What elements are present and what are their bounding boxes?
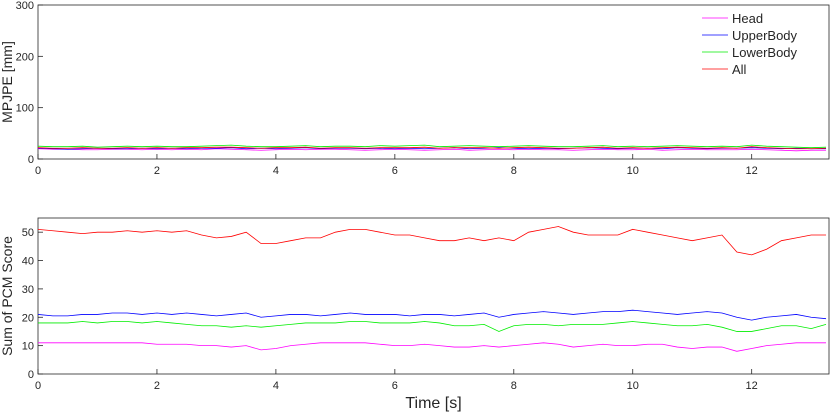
x-tick-label: 12 bbox=[746, 380, 758, 392]
y-tick-label: 200 bbox=[16, 51, 34, 63]
x-tick-label: 2 bbox=[154, 165, 160, 177]
y-axis-label: MPJPE [mm] bbox=[0, 41, 15, 123]
y-tick-label: 300 bbox=[16, 0, 34, 12]
x-tick-label: 0 bbox=[35, 165, 41, 177]
series-line bbox=[38, 321, 827, 332]
axes-box bbox=[37, 4, 830, 160]
x-tick-label: 6 bbox=[392, 380, 398, 392]
series-line bbox=[37, 148, 827, 152]
axes-box bbox=[37, 217, 830, 375]
x-tick-label: 12 bbox=[746, 165, 758, 177]
x-tick-label: 8 bbox=[511, 165, 517, 177]
x-tick-label: 4 bbox=[273, 380, 279, 392]
x-tick-label: 10 bbox=[627, 165, 639, 177]
y-tick-label: 30 bbox=[22, 284, 34, 296]
y-tick-label: 20 bbox=[22, 312, 34, 324]
series-line bbox=[37, 309, 827, 321]
x-tick-label: 4 bbox=[273, 165, 279, 177]
series-line bbox=[37, 144, 827, 149]
x-axis-label: Time [s] bbox=[405, 395, 461, 412]
x-tick-label: 6 bbox=[392, 165, 398, 177]
legend-label: All bbox=[732, 62, 747, 77]
y-tick-label: 0 bbox=[28, 154, 34, 166]
y-tick-label: 100 bbox=[16, 103, 34, 115]
series-line bbox=[37, 226, 827, 256]
legend-label: Head bbox=[732, 11, 763, 26]
legend-label: UpperBody bbox=[732, 28, 798, 43]
series-line bbox=[37, 146, 827, 150]
x-tick-label: 2 bbox=[154, 380, 160, 392]
x-tick-label: 0 bbox=[35, 380, 41, 392]
y-tick-label: 10 bbox=[22, 341, 34, 353]
y-tick-label: 40 bbox=[22, 256, 34, 268]
series-line bbox=[38, 342, 827, 352]
x-tick-label: 10 bbox=[627, 380, 639, 392]
y-axis-label: Sum of PCM Score bbox=[0, 236, 15, 356]
y-tick-label: 0 bbox=[28, 369, 34, 381]
x-tick-label: 8 bbox=[511, 380, 517, 392]
legend-label: LowerBody bbox=[732, 45, 798, 60]
y-tick-label: 50 bbox=[22, 227, 34, 239]
